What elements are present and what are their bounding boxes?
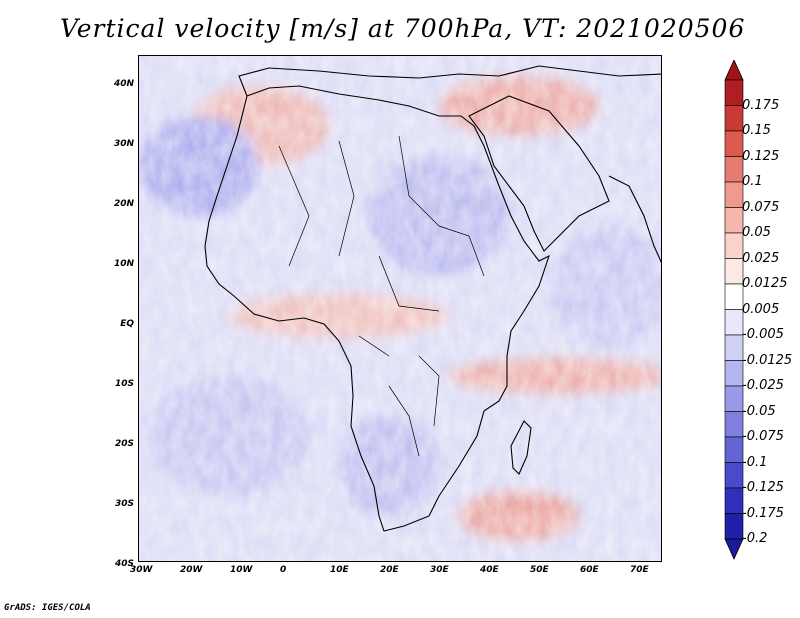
x-tick-label: 20W: [180, 565, 203, 575]
field-texture: [139, 56, 661, 561]
colorbar-swatch: [724, 513, 744, 540]
x-tick-label: 10E: [330, 565, 349, 575]
colorbar-level-label: 0.05: [742, 225, 771, 240]
x-tick-label: 10W: [230, 565, 253, 575]
colorbar-level-label: -0.0125: [742, 352, 793, 368]
colorbar-swatch: [724, 130, 744, 157]
y-tick-label: 40S: [114, 559, 134, 569]
colorbar: [724, 60, 744, 560]
y-tick-label: 10S: [114, 379, 134, 389]
y-tick-label: 30S: [114, 499, 134, 509]
colorbar-swatch: [724, 462, 744, 489]
colorbar-swatch: [724, 309, 744, 336]
x-tick-label: 40E: [480, 565, 499, 575]
madagascar-coastline: [510, 420, 532, 475]
colorbar-level-label: 0.125: [742, 148, 780, 164]
colorbar-swatch: [724, 283, 744, 310]
y-tick-label: EQ: [120, 319, 134, 329]
colorbar-swatch: [724, 207, 744, 234]
colorbar-level-label: -0.075: [742, 429, 784, 444]
y-tick-label: 20S: [114, 439, 134, 449]
y-tick-label: 20N: [113, 199, 134, 209]
colorbar-top-arrow: [724, 60, 744, 81]
colorbar-swatch: [724, 79, 744, 106]
colorbar-level-label: -0.125: [742, 480, 784, 495]
colorbar-level-label: 0.005: [742, 301, 780, 317]
colorbar-swatch: [724, 156, 744, 183]
map-canvas: [139, 56, 661, 561]
x-tick-label: 70E: [630, 565, 649, 575]
colorbar-level-label: 0.1: [742, 174, 763, 189]
colorbar-level-label: 0.175: [742, 97, 780, 113]
colorbar-level-label: -0.005: [742, 327, 784, 342]
coastlines: [204, 65, 661, 532]
colorbar-level-label: -0.025: [742, 378, 784, 393]
x-tick-label: 50E: [530, 565, 549, 575]
colorbar-swatch: [724, 411, 744, 438]
y-tick-label: 40N: [113, 79, 134, 89]
map-panel: [138, 55, 662, 562]
colorbar-level-label: 0.075: [742, 199, 780, 215]
colorbar-level-label: -0.175: [742, 505, 784, 521]
x-tick-label: 30E: [430, 565, 449, 575]
colorbar-level-label: -0.05: [742, 403, 776, 419]
arabia-coastline: [468, 95, 610, 252]
y-tick-label: 30N: [113, 139, 134, 149]
colorbar-swatch: [724, 232, 744, 259]
india-coastline: [608, 175, 661, 263]
colorbar-swatch: [724, 436, 744, 463]
mediterranean-coast: [238, 65, 661, 97]
colorbar-bottom-arrow: [724, 538, 744, 560]
inner-borders: [278, 135, 485, 457]
colorbar-swatch: [724, 360, 744, 387]
map-title: Vertical velocity [m/s] at 700hPa, VT: 2…: [60, 14, 746, 43]
x-tick-label: 20E: [380, 565, 399, 575]
colorbar-swatch: [724, 385, 744, 412]
x-tick-label: 60E: [580, 565, 599, 575]
grads-credit: GrADS: IGES/COLA: [4, 603, 91, 613]
africa-coastline: [204, 85, 550, 532]
colorbar-level-label: 0.025: [742, 250, 780, 266]
colorbar-swatch: [724, 105, 744, 132]
colorbar-level-label: 0.0125: [742, 276, 788, 291]
colorbar-level-label: -0.1: [742, 454, 768, 470]
x-tick-label: 0: [280, 565, 287, 575]
colorbar-level-label: -0.2: [742, 531, 768, 546]
colorbar-swatch: [724, 487, 744, 514]
x-tick-label: 30W: [130, 565, 153, 575]
y-tick-label: 10N: [113, 259, 134, 269]
colorbar-swatch: [724, 258, 744, 285]
colorbar-swatch: [724, 334, 744, 361]
colorbar-level-label: 0.15: [742, 123, 771, 138]
colorbar-swatch: [724, 181, 744, 208]
